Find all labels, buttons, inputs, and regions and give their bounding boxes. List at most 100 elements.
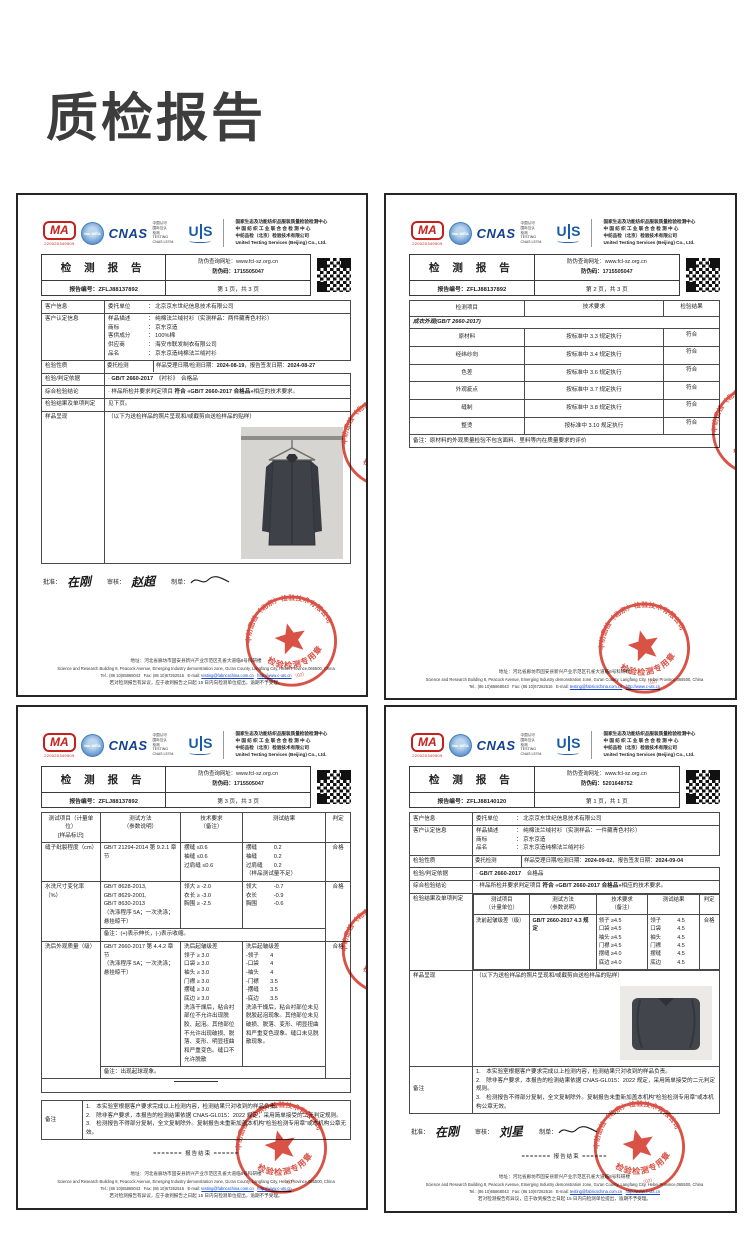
accreditation-logos: MA 220020349509 ilac-MRA CNAS 中国认可 国际互认 …	[43, 219, 351, 247]
approver-signature: 在刚	[434, 1124, 460, 1140]
test-results-table: 测试项目（计量单位） [样品标识] 测试方法 （参数说明） 技术要求 （备注） …	[41, 812, 351, 1094]
page-number: 第 3 页，共 3 页	[217, 798, 260, 805]
official-stamp: 中纺品检（北京）检验技术有限公司 检验检测专用章 （02）	[586, 590, 704, 698]
report-title: 检 测 报 告	[42, 767, 167, 792]
report-footer: 地址：河北省廊坊市固安县新兴产业示范区孔雀大道临8号科研楼 Science an…	[57, 1170, 335, 1198]
cnas-side-text: 中国认可 国际互认 检测 TESTING CNAS L5794	[520, 733, 542, 756]
nested-results-table: 测试项目 （计量单位） 测试方法 （参数说明） 技术要求 （备注） 测试结果 判…	[472, 893, 720, 970]
antifake-url: 防伪查询网址：www.fcl-sz.org.cn	[198, 771, 278, 778]
email-link: testing@fabricschina.com.cn	[201, 672, 254, 678]
sub-remark: 备注：(+)表示伸长，(-)表示收缩。	[99, 927, 327, 942]
test-date: 2024-08-19	[216, 363, 245, 370]
report-info-table: 客户信息 委托单位： 北京京东世纪信息技术有限公司 客户认定信息 样品描述： 纯…	[409, 812, 720, 1114]
antifake-url: 防伪查询网址：www.fcl-sz.org.cn	[567, 771, 647, 778]
sample-note: （以下为送检样品的照片呈现和/或截剪自送检样品的贴样）	[476, 973, 623, 980]
row-label: 客户认定信息	[41, 312, 105, 361]
page-number: 第 1 页，共 3 页	[217, 286, 260, 293]
row-label: 客户认定信息	[409, 824, 473, 856]
antifake-code: 防伪码：5201648752	[581, 780, 633, 787]
cnas-logo-icon: CNAS	[476, 225, 516, 241]
maker-signature-scribble	[190, 576, 230, 584]
cnas-side-text: 中国认可 国际互认 检测 TESTING CNAS L5794	[520, 221, 542, 244]
maker-signature-scribble	[558, 1126, 598, 1134]
accreditation-logos: MA 220020349509 ilac-MRA CNAS 中国认可 国际互认 …	[411, 219, 720, 247]
org-name-block: 国家生态及功能纺织品服装质量检验检测中心 中 国 纺 织 工 业 联 合 会 检…	[603, 731, 696, 757]
antifake-url: 防伪查询网址：www.fcl-sz.org.cn	[198, 259, 278, 266]
report-number: ZFLJ88137892	[98, 286, 138, 293]
report-title: 检 测 报 告	[410, 255, 535, 280]
test-date: 2024-09-02	[584, 858, 613, 865]
report-header: 检 测 报 告 防伪查询网址：www.fcl-sz.org.cn 防伪码：171…	[409, 254, 720, 296]
svg-text:（02）: （02）	[645, 678, 661, 687]
signature-row: 批准： 在刚 审核： 赵超 制单：	[43, 573, 351, 590]
col-header: 技术要求 （备注）	[595, 893, 649, 916]
website-link: http://www.c-uts.cn	[257, 1185, 292, 1191]
report-number: ZFLJ88137892	[466, 286, 507, 293]
report-header: 检 测 报 告 防伪查询网址：www.fcl-sz.org.cn 防伪码：171…	[41, 254, 351, 296]
row-label: 综合检验结论	[409, 879, 473, 894]
sample-note: （以下为送检样品的照片呈现和/或截剪自送检样品的贴样）	[108, 414, 255, 421]
report-footer: 地址：河北省廊坊市固安县新兴产业示范区孔雀大道临8号科研楼 Science an…	[57, 657, 335, 685]
report-title: 检 测 报 告	[410, 767, 535, 792]
email-link: testing@fabricschina.com.cn	[569, 683, 623, 689]
report-header: 检 测 报 告 防伪查询网址：www.fcl-sz.org.cn 防伪码：520…	[409, 766, 720, 808]
cnas-logo-icon: CNAS	[108, 225, 148, 241]
svg-text:检验检测专用章: 检验检测专用章	[360, 443, 368, 477]
ilac-mra-logo-icon: ilac-MRA	[80, 221, 104, 245]
row-label: 客户信息	[409, 812, 473, 826]
report-number: ZFLJ88137892	[98, 798, 138, 805]
issue-date: 2024-09-04	[655, 858, 684, 865]
divider	[223, 731, 225, 759]
qr-code	[686, 258, 720, 292]
reviewer-signature: 刘星	[498, 1124, 524, 1140]
report-title: 检 测 报 告	[42, 255, 167, 280]
report-end-line: ======= 报告结束 ======	[521, 1153, 608, 1160]
row-label: 客户信息	[41, 300, 105, 314]
antifake-url: 防伪查询网址：www.fcl-sz.org.cn	[567, 259, 647, 266]
report-card-1: MA 220020349509 ilac-MRA CNAS 中国认可 国际互认 …	[16, 193, 368, 697]
official-stamp: 中纺品检（北京）检验技术有限公司 检验检测专用章 （02）	[233, 583, 351, 695]
issue-date: 2024-08-27	[287, 363, 316, 370]
report-number: ZFLJ88140120	[466, 798, 507, 805]
report-info-table: 客户信息 委托单位： 北京京东世纪信息技术有限公司 客户认定信息 样品描述： 纯…	[41, 300, 351, 564]
row-label: 综合检验结论	[41, 385, 105, 399]
remark-row: 备注：原材料的外观质量检验不包含面料、里料等内在质量要求的评价	[409, 434, 720, 448]
row-label: 检验结果及单项判定	[41, 397, 105, 412]
svg-text:检验检测专用章: 检验检测专用章	[730, 431, 737, 465]
org-name-block: 国家生态及功能纺织品服装质量检验检测中心 中 国 纺 织 工 业 联 合 会 检…	[235, 219, 328, 245]
org-name-block: 国家生态及功能纺织品服装质量检验检测中心 中 国 纺 织 工 业 联 合 会 检…	[603, 219, 696, 245]
row-label: 检验/判定依据	[41, 372, 105, 387]
email-link: testing@fabricschina.com.cn	[201, 1185, 254, 1191]
row-label: 备注	[409, 1065, 473, 1114]
email-link: testing@fabricschina.com.cn	[569, 1188, 623, 1194]
notes-table: 备注 1. 本实验室根据客户要求完成以上检测内容，检测结果只对收到的样品负责。 …	[41, 1100, 351, 1140]
cnas-side-text: 中国认可 国际互认 检测 TESTING CNAS L5794	[152, 221, 174, 244]
approver-signature: 在刚	[66, 573, 92, 590]
org-name-block: 国家生态及功能纺织品服装质量检验检测中心 中 国 纺 织 工 业 联 合 会 检…	[235, 731, 328, 757]
ilac-mra-logo-icon: ilac-MRA	[448, 221, 472, 245]
page-title: 质检报告	[46, 90, 267, 148]
website-link: http://www.c-uts.cn	[625, 683, 661, 689]
divider	[223, 219, 225, 247]
notes-text: 1. 本实验室根据客户要求完成以上检测内容，检测结果只对收到的样品负责。 2. …	[472, 1065, 720, 1114]
cma-logo-icon: MA 220020349509	[43, 220, 76, 246]
reviewer-signature: 赵超	[130, 573, 156, 590]
sub-remark: 备注：出现起球现象。	[99, 1065, 327, 1080]
row-label: 检验性质	[409, 854, 473, 869]
cma-logo-icon: MA 220020349509	[411, 732, 444, 758]
col-header: 测试方法 （参数说明）	[529, 893, 597, 916]
report-end-line: ======= 报告结束 ======	[153, 1151, 239, 1157]
svg-text:检验检测专用章: 检验检测专用章	[360, 950, 368, 984]
row-label: 样品呈现	[41, 410, 105, 564]
cma-logo-icon: MA 220020349509	[411, 220, 444, 246]
sample-photo-hanging-shirt	[241, 426, 343, 559]
cnas-logo-icon: CNAS	[476, 737, 516, 753]
report-card-2: MA 220020349509 ilac-MRA CNAS 中国认可 国际互认 …	[384, 193, 737, 700]
col-header: 技术要求	[523, 300, 665, 317]
col-header: 测试项目 （计量单位）	[472, 893, 531, 916]
svg-text:（02）: （02）	[640, 1177, 656, 1186]
